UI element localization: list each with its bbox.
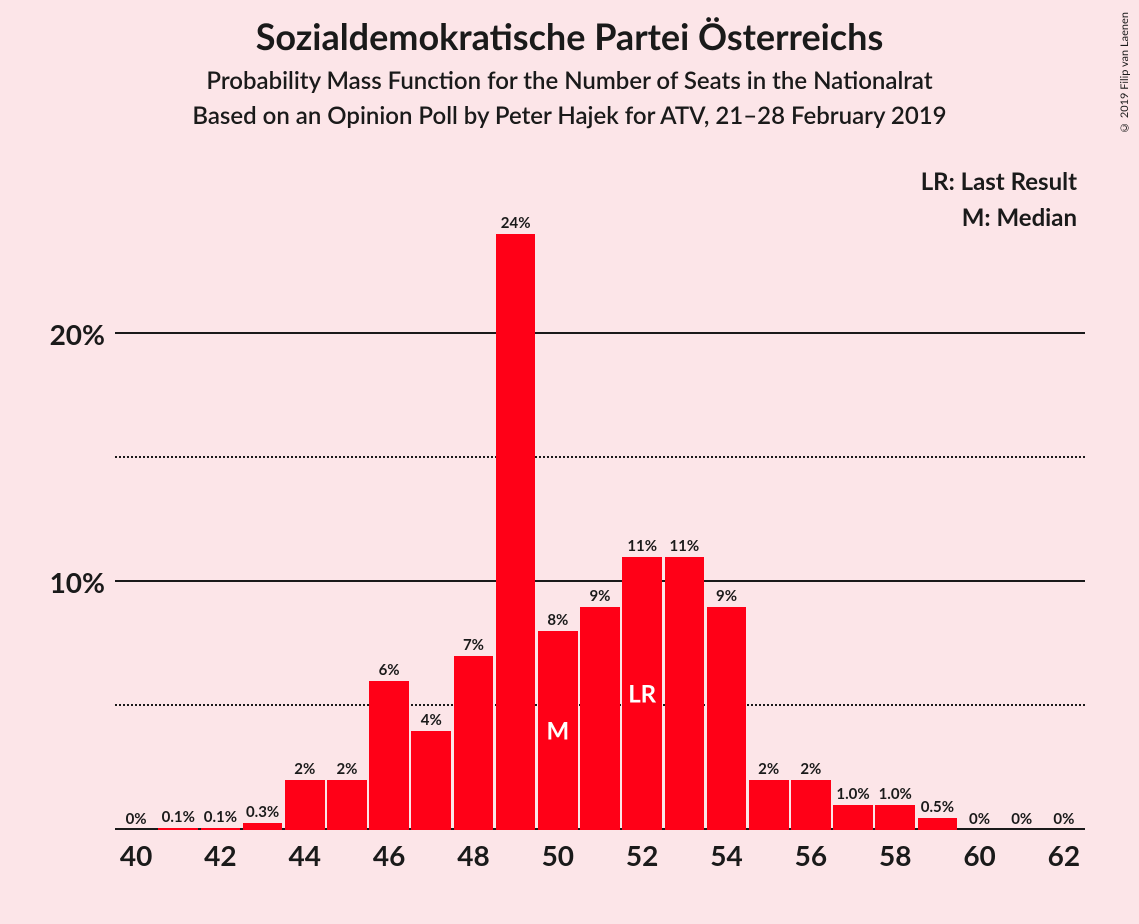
bar: 2% (791, 780, 831, 830)
page-title: Sozialdemokratische Partei Österreichs (0, 14, 1139, 58)
bar-value-label: 9% (580, 587, 620, 605)
x-axis-label: 48 (457, 838, 489, 872)
x-axis-label: 54 (710, 838, 742, 872)
bar: 1.0% (833, 805, 873, 830)
bar: 11% (665, 557, 705, 830)
bar-value-label: 9% (707, 587, 747, 605)
bar: 2% (327, 780, 367, 830)
x-axis-label: 44 (289, 838, 321, 872)
bar: 4% (411, 731, 451, 830)
gridline-major (115, 332, 1085, 334)
bar-value-label: 0% (960, 810, 1000, 828)
x-axis-label: 56 (795, 838, 827, 872)
bar-value-label: 0% (116, 810, 156, 828)
x-axis-label: 52 (626, 838, 658, 872)
bar-value-label: 0% (1002, 810, 1042, 828)
bar-value-label: 2% (327, 760, 367, 778)
bar-value-label: 0.1% (158, 808, 198, 826)
bar-value-label: 8% (538, 611, 578, 629)
gridline-minor (115, 456, 1085, 458)
bar-value-label: 6% (369, 661, 409, 679)
bar: 11%LR (622, 557, 662, 830)
bar: 2% (285, 780, 325, 830)
bar-value-label: 7% (454, 636, 494, 654)
bar-value-label: 2% (749, 760, 789, 778)
last-result-marker: LR (622, 679, 662, 708)
x-axis-label: 60 (963, 838, 995, 872)
bar: 1.0% (875, 805, 915, 830)
pmf-bar-chart: LR: Last Result M: Median 10%20%0%0.1%0.… (115, 160, 1085, 830)
bar: 8%M (538, 631, 578, 830)
y-axis-label: 10% (50, 565, 105, 599)
bar: 7% (454, 656, 494, 830)
bar-value-label: 1.0% (833, 785, 873, 803)
bar-value-label: 11% (622, 537, 662, 555)
x-axis-label: 40 (120, 838, 152, 872)
bar-value-label: 2% (791, 760, 831, 778)
copyright-text: © 2019 Filip van Laenen (1118, 12, 1131, 134)
bar: 0.1% (201, 828, 241, 830)
bar-value-label: 1.0% (875, 785, 915, 803)
median-marker: M (538, 716, 578, 745)
bar-value-label: 0.1% (201, 808, 241, 826)
bar: 0.1% (158, 828, 198, 830)
x-axis-label: 62 (1048, 838, 1080, 872)
bar-value-label: 2% (285, 760, 325, 778)
x-axis-label: 46 (373, 838, 405, 872)
bar-value-label: 0.3% (243, 803, 283, 821)
bar-value-label: 11% (665, 537, 705, 555)
bar: 9% (580, 607, 620, 830)
y-axis-label: 20% (50, 317, 105, 351)
x-axis-label: 50 (542, 838, 574, 872)
bar: 6% (369, 681, 409, 830)
bar: 0.3% (243, 823, 283, 830)
bar-value-label: 24% (496, 214, 536, 232)
subtitle-1: Probability Mass Function for the Number… (0, 66, 1139, 95)
bar-value-label: 4% (411, 711, 451, 729)
bar: 0.5% (918, 818, 958, 830)
x-axis-label: 58 (879, 838, 911, 872)
bar-value-label: 0% (1044, 810, 1084, 828)
gridline-major (115, 580, 1085, 582)
subtitle-2: Based on an Opinion Poll by Peter Hajek … (0, 101, 1139, 130)
bar: 2% (749, 780, 789, 830)
bar: 24% (496, 234, 536, 830)
bar-value-label: 0.5% (918, 798, 958, 816)
bar: 9% (707, 607, 747, 830)
x-axis-label: 42 (204, 838, 236, 872)
